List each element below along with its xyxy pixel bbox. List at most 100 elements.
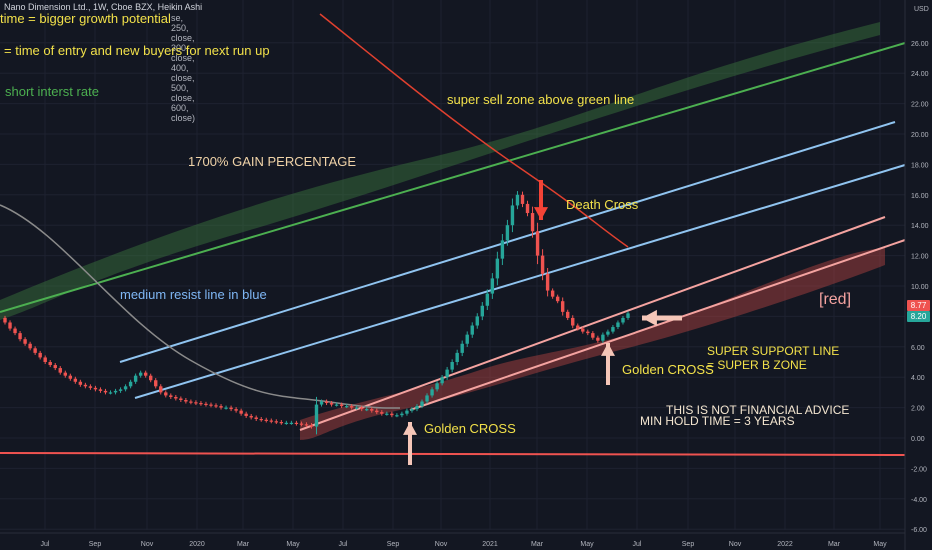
candle-body bbox=[535, 231, 540, 256]
candle-body bbox=[560, 301, 565, 312]
candle-body bbox=[390, 413, 394, 416]
candle-body bbox=[586, 331, 590, 334]
candle-body bbox=[455, 352, 459, 362]
candle-body bbox=[616, 322, 620, 328]
symbol-info: Nano Dimension Ltd., 1W, Cboe BZX, Heiki… bbox=[4, 2, 203, 12]
candle-body bbox=[88, 386, 93, 388]
y-tick-label: 22.00 bbox=[911, 102, 929, 109]
candle-body bbox=[495, 258, 500, 279]
x-tick-label: Mar bbox=[531, 541, 544, 548]
candle-body bbox=[385, 413, 389, 415]
y-tick-label: 0.00 bbox=[911, 436, 925, 443]
candle-body bbox=[550, 290, 555, 297]
death-cross-arrow bbox=[534, 180, 548, 220]
candle-body bbox=[475, 316, 479, 326]
candle-body bbox=[103, 390, 108, 393]
annotation-medium-resist: medium resist line in blue bbox=[120, 287, 267, 302]
candle-body bbox=[123, 386, 128, 390]
candle-body bbox=[490, 278, 495, 294]
candle-body bbox=[354, 407, 359, 409]
candle-body bbox=[63, 372, 67, 376]
y-tick-label: 24.00 bbox=[911, 71, 929, 78]
candlestick-series bbox=[3, 191, 630, 435]
x-tick-label: Jul bbox=[41, 541, 50, 548]
candle-body bbox=[169, 395, 173, 397]
arrow-head bbox=[642, 309, 657, 327]
x-tick-label: Nov bbox=[435, 541, 448, 548]
candle-body bbox=[254, 417, 258, 419]
price-tag-red: 8.77 bbox=[907, 300, 930, 311]
candle-body bbox=[540, 255, 545, 274]
candle-body bbox=[606, 331, 610, 335]
candle-body bbox=[149, 375, 153, 381]
candle-body bbox=[329, 403, 334, 405]
annotation-death-cross: Death Cross bbox=[566, 197, 639, 212]
y-tick-label: 14.00 bbox=[911, 223, 929, 230]
y-axis: 26.00 24.00 22.00 20.00 18.00 16.00 14.00 12.00… bbox=[904, 0, 929, 550]
candle-body bbox=[219, 406, 223, 408]
candle-body bbox=[13, 328, 17, 334]
candle-body bbox=[515, 194, 520, 206]
arrow-head bbox=[601, 343, 615, 356]
blue-resist-lower-line bbox=[134, 164, 906, 399]
candle-body bbox=[229, 407, 233, 410]
y-tick-label: 18.00 bbox=[911, 162, 929, 169]
candle-body bbox=[159, 386, 163, 393]
red-support-zone bbox=[300, 248, 885, 440]
candle-body bbox=[33, 348, 37, 353]
candle-body bbox=[435, 383, 439, 390]
candle-body bbox=[184, 400, 188, 402]
golden-cross-arrow-2 bbox=[601, 343, 615, 385]
x-tick-label: Jul bbox=[633, 541, 642, 548]
candle-body bbox=[510, 205, 515, 226]
candle-body bbox=[194, 402, 198, 404]
golden-cross-arrow-1 bbox=[403, 422, 417, 465]
candle-body bbox=[430, 389, 434, 396]
candle-body bbox=[339, 404, 344, 407]
candle-body bbox=[118, 389, 123, 391]
annotation-short-interest: short interst rate bbox=[5, 84, 99, 99]
candle-body bbox=[133, 375, 138, 382]
candle-body bbox=[314, 404, 319, 427]
candle-body bbox=[445, 369, 449, 378]
candle-body bbox=[611, 327, 615, 332]
arrow-head bbox=[534, 207, 548, 220]
green-resist-zone bbox=[0, 22, 880, 320]
candle-body bbox=[38, 352, 42, 358]
candle-body bbox=[249, 415, 253, 418]
study-params: se, 250, close, 300, close, 400, close, … bbox=[171, 13, 196, 123]
candle-body bbox=[370, 409, 374, 411]
green-resistance-line bbox=[0, 42, 906, 313]
y-tick-label: -2.00 bbox=[911, 466, 927, 473]
candle-body bbox=[23, 339, 27, 344]
y-tick-label: -6.00 bbox=[911, 527, 927, 534]
candle-body bbox=[264, 419, 268, 421]
candle-body bbox=[43, 357, 47, 362]
annotation-super-support: SUPER SUPPORT LINE bbox=[707, 344, 840, 358]
candle-body bbox=[284, 422, 289, 424]
entry-arrow bbox=[642, 309, 682, 327]
candle-body bbox=[199, 403, 203, 405]
candle-body bbox=[239, 410, 243, 414]
x-tick-label: Mar bbox=[237, 541, 250, 548]
candle-body bbox=[395, 415, 399, 417]
annotation-not-advice: THIS IS NOT FINANCIAL ADVICE bbox=[666, 403, 850, 417]
annotation-time-entry: = time of entry and new buyers for next … bbox=[4, 43, 270, 58]
x-tick-label: Mar bbox=[828, 541, 841, 548]
candle-body bbox=[304, 424, 309, 426]
y-tick-label: 2.00 bbox=[911, 406, 925, 413]
red-support-lower-line bbox=[409, 239, 906, 411]
annotation-super-b-zone: = SUPER B ZONE bbox=[707, 358, 807, 372]
candle-body bbox=[530, 213, 535, 232]
y-tick-label: 10.00 bbox=[911, 284, 929, 291]
y-axis-unit: USD bbox=[914, 6, 929, 13]
candle-body bbox=[601, 334, 605, 341]
annotation-gain: 1700% GAIN PERCENTAGE bbox=[188, 154, 357, 169]
x-axis: Jul Sep Nov 2020 Mar May Jul Sep Nov 2021 Mar May Ju… bbox=[0, 532, 905, 548]
candle-body bbox=[324, 401, 329, 404]
annotation-golden-cross-1: Golden CROSS bbox=[424, 421, 516, 436]
x-tick-label: Sep bbox=[682, 541, 695, 548]
y-tick-label: 6.00 bbox=[911, 345, 925, 352]
candle-body bbox=[360, 407, 364, 410]
